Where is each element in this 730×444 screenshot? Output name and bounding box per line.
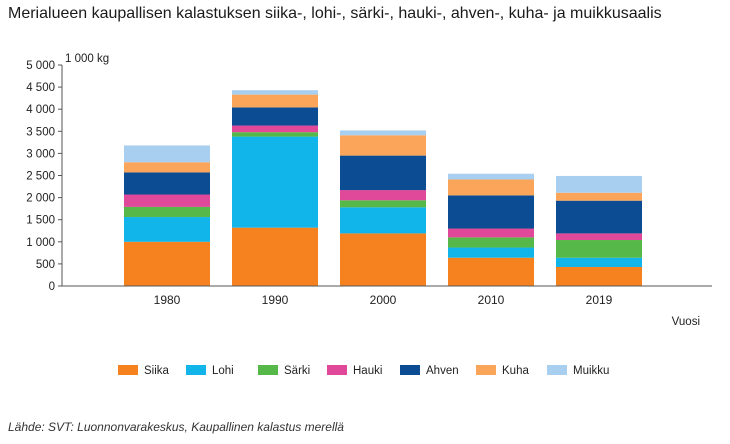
legend-label-ahven: Ahven [426, 365, 459, 377]
bar-segment-särki [124, 206, 210, 218]
bar-segment-kuha [448, 179, 534, 196]
source-note: Lähde: SVT: Luonnonvarakeskus, Kaupallin… [8, 420, 344, 434]
y-tick-label: 2 500 [26, 171, 55, 183]
y-tick-label: 4 000 [26, 104, 55, 116]
x-axis: 1980 1990 2000 2010 2019 Vuosi [62, 285, 712, 328]
y-tick-label: 4 500 [26, 82, 55, 94]
bar-segment-hauki [448, 228, 534, 238]
bar-segment-hauki [124, 194, 210, 207]
legend-swatch-siika [118, 365, 138, 375]
y-tick-label: 2 000 [26, 193, 55, 205]
y-axis-unit-label: 1 000 kg [65, 53, 109, 65]
legend-swatch-hauki [327, 365, 347, 375]
bars [124, 90, 642, 286]
legend: Siika Lohi Särki Hauki Ahven Kuha Muikku [118, 365, 609, 377]
legend-label-hauki: Hauki [353, 365, 382, 377]
x-tick-label: 1980 [154, 293, 181, 307]
bar-segment-siika [556, 266, 642, 286]
bar-segment-lohi [448, 247, 534, 258]
bar-segment-hauki [556, 233, 642, 241]
y-tick-label: 1 000 [26, 237, 55, 249]
bar-segment-lohi [232, 136, 318, 228]
bar-segment-lohi [124, 217, 210, 242]
bar-segment-kuha [124, 162, 210, 173]
y-tick-label: 3 000 [26, 148, 55, 160]
bar-segment-kuha [340, 135, 426, 156]
bar-segment-ahven [124, 172, 210, 195]
bar-segment-siika [448, 257, 534, 286]
bar-segment-siika [124, 241, 210, 286]
chart-title: Merialueen kaupallisen kalastuksen siika… [8, 5, 662, 22]
bar-segment-ahven [448, 195, 534, 229]
bar-segment-muikku [340, 130, 426, 136]
y-tick-label: 3 500 [26, 126, 55, 138]
bar-segment-hauki [232, 125, 318, 133]
bar-segment-siika [232, 227, 318, 286]
bar-segment-särki [556, 240, 642, 258]
x-axis-title: Vuosi [672, 316, 700, 328]
y-axis: 0 500 1 000 1 500 2 000 2 500 3 000 3 500 4 000 4… [26, 53, 109, 293]
bar-segment-ahven [340, 155, 426, 191]
bar-segment-lohi [556, 257, 642, 267]
bar-segment-kuha [556, 192, 642, 201]
y-tick-label: 500 [36, 259, 55, 271]
bar-segment-kuha [232, 94, 318, 108]
bar-segment-särki [448, 237, 534, 248]
legend-label-siika: Siika [144, 365, 170, 377]
x-tick-label: 2010 [478, 293, 505, 307]
bar-segment-muikku [124, 145, 210, 163]
bar-segment-muikku [232, 90, 318, 95]
legend-swatch-lohi [186, 365, 206, 375]
y-tick-label: 1 500 [26, 215, 55, 227]
x-tick-label: 1990 [262, 293, 289, 307]
x-tick-label: 2000 [370, 293, 397, 307]
legend-label-lohi: Lohi [212, 365, 234, 377]
bar-segment-särki [232, 132, 318, 137]
y-tick-label: 0 [49, 281, 55, 293]
bar-segment-hauki [340, 190, 426, 201]
legend-label-särki: Särki [284, 365, 310, 377]
bar-segment-ahven [232, 107, 318, 126]
legend-label-kuha: Kuha [502, 365, 529, 377]
x-tick-label: 2019 [586, 293, 613, 307]
bar-segment-ahven [556, 200, 642, 234]
bar-segment-lohi [340, 207, 426, 234]
legend-swatch-muikku [547, 365, 567, 375]
y-tick-label: 5 000 [26, 60, 55, 72]
legend-swatch-kuha [476, 365, 496, 375]
bar-segment-muikku [556, 175, 642, 193]
bar-segment-muikku [448, 173, 534, 180]
bar-segment-siika [340, 233, 426, 286]
legend-swatch-särki [258, 365, 278, 375]
bar-segment-särki [340, 200, 426, 208]
legend-swatch-ahven [400, 365, 420, 375]
legend-label-muikku: Muikku [573, 365, 609, 377]
